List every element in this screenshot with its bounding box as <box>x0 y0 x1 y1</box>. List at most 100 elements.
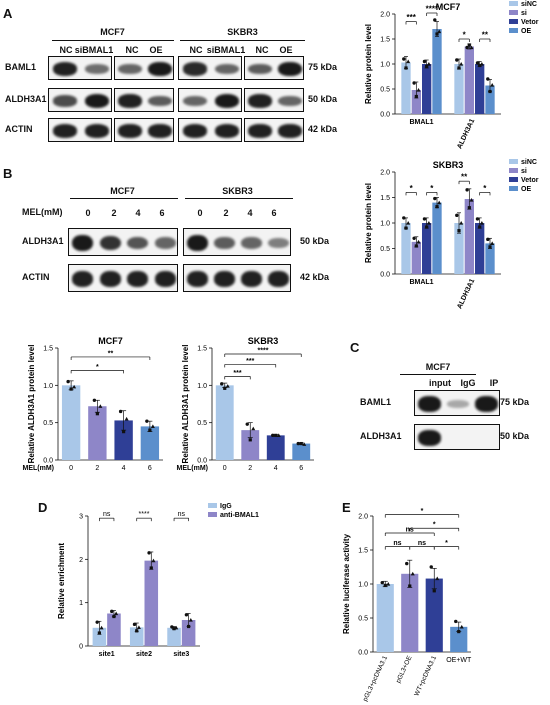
chart-title: SKBR3 <box>433 160 464 170</box>
protein-band <box>84 124 110 138</box>
data-point <box>72 384 77 389</box>
significance-label: **** <box>139 511 150 518</box>
bar <box>401 573 419 652</box>
data-point <box>184 613 189 617</box>
lane-header: NC <box>125 45 139 55</box>
lane-header: siBMAL1 <box>74 45 114 55</box>
x-tick-label: 2 <box>95 465 99 472</box>
legend-label: siNC <box>521 159 537 166</box>
group-underline <box>180 40 305 41</box>
data-point <box>412 81 416 85</box>
data-point <box>490 241 495 245</box>
data-point <box>465 45 469 50</box>
lane-header: IgG <box>460 378 476 388</box>
data-point <box>429 565 433 569</box>
group-label-mcf7: MCF7 <box>110 186 135 196</box>
legend-swatch <box>509 177 518 182</box>
x-tick-label: 4 <box>122 465 126 472</box>
data-point <box>225 384 230 388</box>
blot-strip <box>68 228 178 256</box>
protein-band <box>240 237 263 249</box>
protein-band <box>118 63 142 75</box>
lane-header: 0 <box>85 208 91 218</box>
significance-label: * <box>430 184 434 193</box>
legend-label: siNC <box>521 1 537 8</box>
x-tick-label: 6 <box>148 465 152 472</box>
data-point <box>437 29 442 34</box>
lane-header: NC <box>189 45 203 55</box>
group-underline <box>185 198 293 199</box>
y-axis-label: Relative ALDH3A1 protein level <box>181 345 190 464</box>
protein-band <box>154 237 176 249</box>
legend-swatch <box>509 186 518 191</box>
significance-label: ** <box>108 350 114 357</box>
chart-title: MCF7 <box>98 336 123 346</box>
data-point <box>422 217 427 221</box>
data-point <box>435 576 440 581</box>
protein-band <box>213 236 236 250</box>
legend-label: IgG <box>220 503 232 510</box>
bar <box>215 385 234 460</box>
data-point <box>486 237 490 242</box>
y-tick-label: 1 <box>79 600 83 607</box>
data-point <box>122 430 126 434</box>
bar <box>140 426 160 460</box>
protein-band <box>52 124 78 138</box>
molecular-weight-label: 50 kDa <box>308 94 338 104</box>
data-point <box>426 221 431 225</box>
y-axis-label: Relative ALDH3A1 protein level <box>27 345 36 464</box>
lane-header: NC <box>255 45 269 55</box>
protein-band <box>267 237 290 249</box>
data-point <box>422 59 427 64</box>
molecular-weight-label: 42 kDa <box>308 124 338 134</box>
panel-c-coip-blot: MCF7 input IgG IP BAML1 75 kDa ALDH3A1 50 kDa <box>360 362 530 450</box>
blot-strip <box>244 118 304 142</box>
data-point <box>380 580 384 585</box>
lane-header: NC <box>59 45 73 55</box>
bar <box>144 560 159 646</box>
y-axis-label: Relative protein level <box>364 24 373 104</box>
significance-label: *** <box>246 358 254 365</box>
data-point <box>416 88 421 92</box>
y-tick-label: 0.5 <box>380 87 390 94</box>
blot-strip <box>48 56 112 80</box>
protein-band <box>214 124 240 138</box>
protein-band <box>278 62 302 76</box>
lane-header: OE <box>149 45 163 55</box>
data-point <box>149 566 153 570</box>
data-point <box>145 419 149 423</box>
data-point <box>296 441 300 446</box>
significance-label: * <box>483 184 487 193</box>
y-tick-label: 0.5 <box>197 420 207 427</box>
bar <box>485 243 495 274</box>
data-point <box>406 221 411 225</box>
data-point <box>274 433 278 437</box>
data-point <box>174 625 179 630</box>
protein-band <box>182 124 208 138</box>
blot-strip <box>244 56 304 80</box>
blot-strip <box>48 118 112 142</box>
molecular-weight-label: 75 kDa <box>500 397 530 407</box>
blot-strip <box>114 56 174 80</box>
data-point <box>412 236 416 240</box>
protein-band <box>52 95 78 107</box>
mel-label: MEL(mM) <box>22 207 63 217</box>
data-point <box>469 198 474 202</box>
data-point <box>459 624 464 629</box>
bar <box>114 420 133 460</box>
data-point <box>410 571 415 576</box>
group-label-mcf7: MCF7 <box>100 27 125 37</box>
panel-b-western-blot: MCF7 SKBR3 MEL(mM) 0 2 4 6 0 2 4 6 ALDH3A1 50 kDa… <box>0 0 360 300</box>
data-point <box>426 62 431 66</box>
data-point <box>457 630 461 634</box>
y-axis-label: Relative luciferase activity <box>342 533 351 634</box>
lane-header: IP <box>489 378 499 388</box>
protein-band <box>186 234 209 252</box>
y-axis-label: Relative protein level <box>364 183 373 263</box>
panel-a-western-blot: MCF7 SKBR3 NC siBMAL1 NC OE NC siBMAL1 NC OE BAM… <box>0 0 360 150</box>
legend-label: Vetor <box>521 177 539 184</box>
